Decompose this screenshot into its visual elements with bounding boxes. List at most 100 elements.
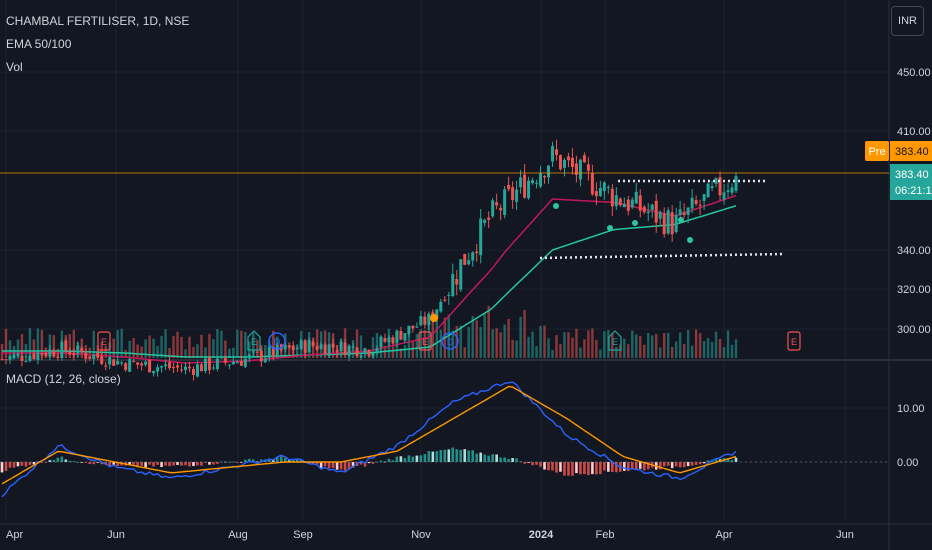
volume-bar [623, 338, 626, 358]
volume-bar [184, 349, 187, 358]
volume-bar [288, 342, 291, 358]
macd-histogram-bar [359, 462, 363, 465]
volume-bar [627, 344, 630, 358]
macd-histogram-bar [383, 461, 387, 463]
time-tick-label: Jun [107, 529, 125, 541]
candle-body [199, 364, 203, 372]
earnings-marker-label: E [612, 337, 618, 347]
macd-histogram-bar [615, 462, 618, 473]
candle-body [263, 358, 267, 363]
candle-body [315, 345, 319, 350]
dividend-marker-label: D [447, 337, 454, 347]
volume-bar [120, 328, 123, 358]
candle-body [734, 176, 738, 191]
macd-histogram-bar [307, 462, 311, 464]
macd-histogram-bar [291, 459, 295, 462]
candle-body [471, 252, 475, 261]
macd-histogram-bar [248, 458, 251, 462]
candle-body [371, 353, 375, 357]
macd-histogram-bar [698, 462, 702, 465]
candle-body [562, 159, 566, 168]
volume-bar [172, 336, 175, 358]
volume-bar [168, 348, 171, 358]
candle-body [96, 352, 100, 358]
macd-histogram-bar [587, 462, 590, 476]
volume-bar [359, 335, 363, 358]
volume-bar [204, 347, 207, 358]
macd-histogram-bar [319, 462, 323, 468]
macd-histogram-bar [674, 462, 678, 467]
macd-histogram-bar [642, 462, 646, 471]
volume-bar [467, 326, 470, 358]
volume-bar [88, 347, 91, 358]
candle-body [255, 351, 259, 353]
macd-histogram-bar [172, 462, 175, 466]
time-tick-label: Jun [836, 529, 854, 541]
macd-histogram-bar [555, 462, 558, 473]
macd-histogram-bar [467, 450, 471, 462]
candle-body [395, 330, 399, 343]
volume-bar [690, 345, 694, 358]
candle-body [610, 188, 614, 207]
last-price-value: 383.40 [895, 169, 929, 181]
candle-body [618, 198, 622, 206]
volume-bar [662, 332, 666, 358]
macd-histogram-bar [367, 462, 371, 464]
volume-bar [519, 316, 522, 358]
macd-histogram-bar [76, 461, 80, 463]
macd-histogram-bar [411, 456, 415, 462]
volume-bar [686, 330, 690, 358]
macd-histogram-bar [599, 462, 602, 475]
candle-body [108, 357, 112, 365]
macd-histogram-bar [471, 450, 475, 462]
pre-price-value: 383.40 [895, 146, 929, 158]
volume-bar [527, 336, 530, 358]
volume-legend: Vol [6, 60, 23, 74]
volume-bar [371, 337, 375, 358]
volume-bar [507, 318, 510, 358]
macd-histogram-bar [634, 462, 638, 470]
macd-legend: MACD (12, 26, close) [6, 372, 121, 386]
candle-body [483, 219, 487, 223]
macd-histogram-bar [535, 462, 538, 465]
macd-histogram-bar [563, 462, 566, 476]
macd-histogram-bar [52, 459, 56, 462]
candle-body [435, 309, 439, 319]
candle-body [291, 345, 295, 351]
volume-bar [403, 345, 407, 358]
macd-histogram-bar [4, 462, 8, 471]
volume-bar [475, 320, 478, 358]
candle-body [319, 344, 323, 349]
volume-bar [20, 334, 24, 358]
macd-histogram-bar [100, 462, 104, 465]
candle-body [4, 359, 8, 361]
time-tick-label: Aug [228, 529, 248, 541]
macd-histogram-bar [407, 455, 411, 462]
macd-histogram-bar [487, 455, 490, 462]
currency-button[interactable]: INR [891, 6, 924, 36]
candle-body [702, 194, 706, 201]
candle-body [710, 186, 714, 189]
candle-body [399, 331, 403, 340]
macd-histogram-bar [706, 460, 710, 462]
volume-bar [144, 339, 147, 358]
candle-body [535, 182, 539, 184]
macd-histogram-bar [431, 451, 435, 462]
candle-body [642, 206, 646, 213]
signal-dot [553, 203, 559, 209]
volume-bar [718, 338, 722, 358]
candle-body [578, 159, 582, 180]
volume-bar [555, 335, 558, 358]
candle-body [112, 359, 116, 366]
candle-body [168, 362, 172, 369]
candle-body [223, 358, 227, 363]
volume-bar [439, 329, 443, 358]
candle-body [195, 364, 199, 377]
volume-bar [670, 347, 674, 358]
macd-histogram-bar [451, 447, 455, 462]
dividend-marker [441, 332, 459, 350]
macd-histogram-bar [491, 454, 494, 462]
pre-market-label: Pre [868, 146, 885, 158]
volume-bar [140, 346, 143, 358]
